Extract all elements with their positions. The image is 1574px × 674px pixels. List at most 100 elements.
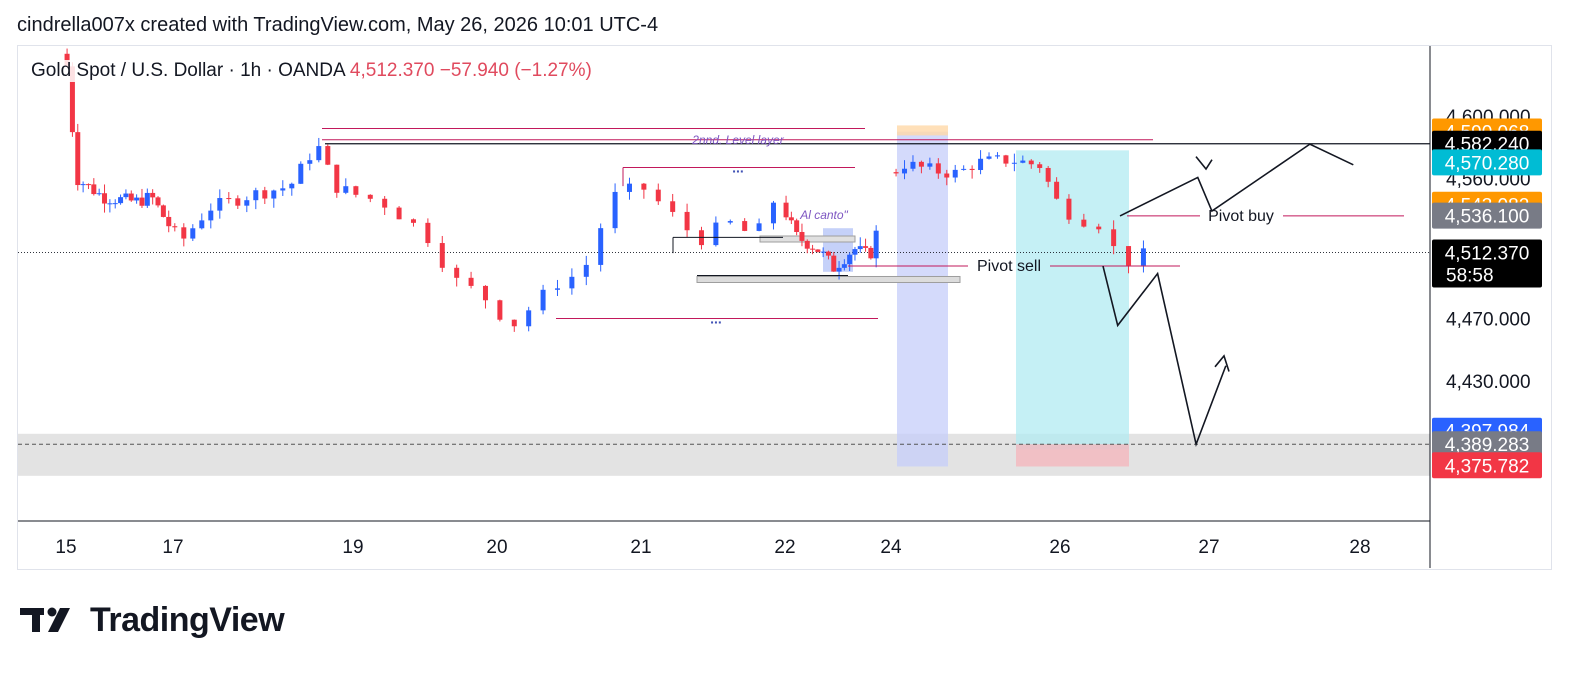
candle (794, 220, 800, 232)
candle (770, 202, 776, 224)
price-tag-label: 4,389.283 (1445, 435, 1530, 456)
candle (836, 267, 842, 272)
bullish-arrow-head (1195, 156, 1213, 171)
candle (353, 186, 359, 195)
x-axis[interactable]: 15 17 19 20 21 22 24 26 27 28 (18, 520, 1430, 558)
candle (235, 198, 241, 206)
candle (316, 146, 322, 161)
candle (396, 207, 402, 220)
candle (139, 197, 145, 206)
small-blue-zone (823, 228, 853, 272)
x-tick-label: 27 (1198, 537, 1219, 558)
candle (1111, 229, 1117, 247)
price-tag-label: 4,570.280 (1445, 153, 1530, 174)
candle (160, 205, 166, 217)
candle (118, 197, 124, 204)
candle (199, 220, 205, 229)
x-tick-label: 24 (880, 537, 902, 558)
candle (873, 230, 879, 259)
candle (1054, 181, 1060, 199)
candle (96, 193, 102, 195)
candle (641, 183, 647, 190)
candle (425, 222, 431, 244)
drawings-layer: 2nnd. Level layer...... Al canto" Pivot bu… (322, 128, 1430, 448)
level-layer-label: 2nnd. Level layer (691, 133, 784, 147)
candle (102, 193, 108, 204)
candle (325, 146, 331, 165)
candle (847, 254, 853, 265)
candle (289, 183, 295, 189)
candle (783, 202, 789, 218)
x-tick-label: 28 (1349, 537, 1370, 558)
candle (815, 249, 821, 252)
candle (1020, 160, 1026, 163)
candle (226, 198, 232, 200)
candle (244, 200, 250, 206)
candle (271, 190, 277, 199)
candle (952, 169, 958, 178)
pivot-buy-label: Pivot buy (1208, 208, 1274, 225)
candle (756, 223, 762, 231)
symbol-name: Gold Spot / U.S. Dollar · 1h · OANDA (31, 60, 345, 81)
candle (367, 194, 373, 199)
blue-zone (897, 131, 948, 467)
candle (841, 264, 847, 268)
price-tag (1432, 202, 1542, 229)
symbol-legend[interactable]: Gold Spot / U.S. Dollar · 1h · OANDA 4,5… (31, 60, 592, 82)
candle (128, 193, 134, 201)
candle (144, 192, 150, 206)
price-tag (1432, 239, 1542, 288)
candle (208, 210, 214, 221)
candle (123, 193, 129, 198)
candle (944, 173, 950, 178)
candle (134, 197, 140, 201)
candle (334, 164, 340, 193)
x-tick-label: 20 (486, 537, 507, 558)
tradingview-logo[interactable]: TradingView (20, 600, 285, 640)
x-tick-label: 22 (774, 537, 795, 558)
price-change: −57.940 (−1.27%) (439, 60, 592, 81)
candle (598, 228, 604, 265)
candle (298, 163, 304, 184)
candle (482, 285, 488, 301)
candle (825, 251, 831, 256)
candle (935, 163, 941, 174)
candle (166, 216, 172, 227)
candle (1011, 162, 1017, 164)
candle (75, 132, 81, 186)
candle (1045, 167, 1051, 182)
candle (554, 288, 560, 290)
candle (1140, 248, 1146, 266)
candle (497, 300, 503, 320)
candle (1003, 155, 1009, 164)
candle (280, 188, 286, 191)
candle (799, 231, 805, 241)
candle (1081, 219, 1087, 227)
candle (852, 249, 858, 255)
candle (918, 161, 924, 167)
candle (343, 186, 349, 193)
candle (1096, 226, 1102, 230)
candle (69, 66, 75, 133)
stop-zone (1016, 444, 1129, 467)
price-tag-label: 4,375.782 (1445, 456, 1530, 477)
candle (961, 168, 967, 170)
tradingview-logo-icon (20, 607, 70, 632)
candle (190, 228, 196, 239)
candle (583, 264, 589, 277)
candle (910, 161, 916, 169)
candle (863, 246, 869, 248)
y-tick-label: 4,430.000 (1446, 372, 1531, 393)
chart-frame (17, 45, 1552, 570)
candle (1037, 164, 1043, 168)
candle (713, 222, 719, 246)
candle (540, 289, 546, 311)
candle (788, 217, 794, 221)
candle (112, 203, 118, 205)
countdown-label: 58:58 (1446, 266, 1494, 287)
candle (253, 190, 259, 201)
candle (626, 183, 632, 192)
dots-label-upper: ... (732, 159, 744, 175)
target-zone (1016, 150, 1129, 450)
